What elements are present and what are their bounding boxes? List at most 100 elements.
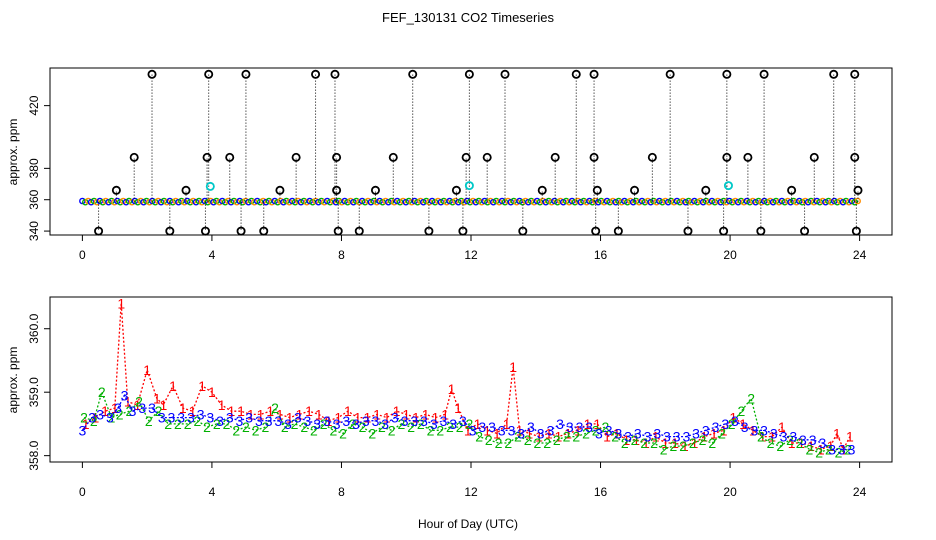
bottom-series-1-point: 1 bbox=[153, 391, 161, 407]
top-low-spikes-point bbox=[181, 185, 191, 195]
bottom-series-1-point: 1 bbox=[464, 422, 472, 438]
bottom-series-3-point: 3 bbox=[527, 419, 535, 435]
top-x-tick-label: 8 bbox=[338, 248, 345, 262]
bottom-series-3-point: 3 bbox=[372, 413, 380, 429]
top-mid-spikes-point bbox=[202, 152, 212, 162]
bottom-series-2-point: 2 bbox=[631, 432, 639, 448]
bottom-series-2-point: 2 bbox=[835, 444, 843, 460]
bottom-series-1-point: 1 bbox=[422, 406, 430, 422]
top-high-spikes-point bbox=[665, 69, 675, 79]
bottom-series-2-point: 2 bbox=[776, 438, 784, 454]
bottom-series-3-point: 3 bbox=[750, 422, 758, 438]
bottom-series-1-point: 1 bbox=[237, 403, 245, 419]
bottom-series-3-point: 3 bbox=[284, 416, 292, 432]
top-drop-outliers-point bbox=[354, 226, 364, 236]
bottom-series-3-point: 3 bbox=[809, 432, 817, 448]
bottom-series-3-point: 3 bbox=[138, 400, 146, 416]
bottom-series-2-point: 2 bbox=[291, 416, 299, 432]
bottom-series-3-point: 3 bbox=[721, 416, 729, 432]
bottom-series-1-point: 1 bbox=[846, 429, 854, 445]
top-high-spikes-point bbox=[147, 69, 157, 79]
bottom-series-3-point: 3 bbox=[245, 410, 253, 426]
bottom-series-2-point: 2 bbox=[815, 444, 823, 460]
bottom-series-2-point: 2 bbox=[611, 429, 619, 445]
top-cyan-markers-point bbox=[464, 181, 474, 191]
top-drop-outliers-point bbox=[683, 226, 693, 236]
bottom-series-3-point: 3 bbox=[236, 413, 244, 429]
top-high-spikes-point bbox=[311, 69, 321, 79]
bottom-series-2-point: 2 bbox=[125, 403, 133, 419]
bottom-series-2-point: 2 bbox=[108, 410, 116, 426]
bottom-series-3-point: 3 bbox=[96, 406, 104, 422]
top-low-spikes-point bbox=[592, 185, 602, 195]
top-mid-spikes-point bbox=[461, 152, 471, 162]
bottom-series-1-point: 1 bbox=[227, 403, 235, 419]
top-x-tick-label: 20 bbox=[723, 248, 737, 262]
bottom-series-1-point: 1 bbox=[493, 425, 501, 441]
bottom-series-3-point: 3 bbox=[449, 416, 457, 432]
bottom-x-tick-label: 4 bbox=[209, 485, 216, 499]
bottom-series-2-point: 2 bbox=[145, 413, 153, 429]
bottom-series-1-point: 1 bbox=[555, 429, 563, 445]
bottom-series-2-point: 2 bbox=[679, 438, 687, 454]
top-drop-outliers-point bbox=[613, 226, 623, 236]
bottom-series-2-point: 2 bbox=[116, 406, 124, 422]
top-low-spikes-point bbox=[332, 185, 342, 195]
bottom-series-2-point: 2 bbox=[300, 419, 308, 435]
bottom-series-1-point: 1 bbox=[276, 406, 284, 422]
top-drop-outliers-point bbox=[851, 226, 861, 236]
bottom-y-tick-label: 360.0 bbox=[27, 313, 41, 343]
bottom-series-2-point: 2 bbox=[495, 435, 503, 451]
bottom-series-2-point: 2 bbox=[514, 429, 522, 445]
bottom-series-1-point: 1 bbox=[623, 432, 631, 448]
bottom-series-3-point: 3 bbox=[430, 416, 438, 432]
bottom-series-1-point: 1 bbox=[671, 435, 679, 451]
bottom-series-2-point: 2 bbox=[135, 394, 143, 410]
bottom-series-3-point: 3 bbox=[216, 413, 224, 429]
bottom-series-3-point: 3 bbox=[255, 413, 263, 429]
bottom-series-3-point: 3 bbox=[391, 410, 399, 426]
top-mid-spikes-point bbox=[225, 152, 235, 162]
bottom-x-tick-label: 0 bbox=[79, 485, 86, 499]
top-cyan-markers-point bbox=[205, 181, 215, 191]
bottom-series-1-point: 1 bbox=[503, 416, 511, 432]
bottom-series-2-point: 2 bbox=[660, 441, 668, 457]
bottom-series-3-point: 3 bbox=[848, 441, 856, 457]
bottom-series-1-point: 1 bbox=[218, 397, 226, 413]
bottom-series-1-point: 1 bbox=[710, 425, 718, 441]
bottom-series-1-point: 1 bbox=[535, 429, 543, 445]
top-high-spikes-point bbox=[330, 69, 340, 79]
bottom-series-3-point: 3 bbox=[226, 410, 234, 426]
top-drop-outliers-point bbox=[424, 226, 434, 236]
bottom-series-1-point: 1 bbox=[82, 416, 90, 432]
bottom-series-1-point: 1 bbox=[720, 422, 728, 438]
bottom-series-3-point: 3 bbox=[478, 419, 486, 435]
bottom-series-2-point: 2 bbox=[670, 438, 678, 454]
bottom-series-3-point: 3 bbox=[799, 432, 807, 448]
top-mid-spikes-point bbox=[550, 152, 560, 162]
bottom-series-1-point: 1 bbox=[448, 381, 456, 397]
bottom-series-1-point: 1 bbox=[603, 429, 611, 445]
bottom-series-2-point: 2 bbox=[261, 419, 269, 435]
bottom-series-1-line bbox=[85, 303, 851, 451]
bottom-series-1-point: 1 bbox=[412, 410, 420, 426]
top-high-spikes-point bbox=[408, 69, 418, 79]
bottom-series-1-point: 1 bbox=[700, 429, 708, 445]
top-plot-frame bbox=[49, 67, 893, 236]
bottom-series-3-point: 3 bbox=[731, 413, 739, 429]
bottom-series-1-point: 1 bbox=[833, 425, 841, 441]
bottom-y-tick-label: 359.0 bbox=[27, 377, 41, 407]
bottom-series-2-point: 2 bbox=[436, 422, 444, 438]
bottom-series-3-point: 3 bbox=[206, 410, 214, 426]
bottom-series-3-point: 3 bbox=[381, 416, 389, 432]
bottom-series-2-point: 2 bbox=[456, 419, 464, 435]
top-low-spikes-point bbox=[701, 185, 711, 195]
bottom-series-1-point: 1 bbox=[807, 438, 815, 454]
bottom-series-3-point: 3 bbox=[712, 419, 720, 435]
bottom-x-tick-label: 20 bbox=[723, 485, 737, 499]
bottom-series-3-point: 3 bbox=[168, 410, 176, 426]
x-axis-label: Hour of Day (UTC) bbox=[418, 517, 518, 531]
top-high-spikes-point bbox=[589, 69, 599, 79]
bottom-series-1-point: 1 bbox=[383, 410, 391, 426]
bottom-series-1-point: 1 bbox=[189, 403, 197, 419]
